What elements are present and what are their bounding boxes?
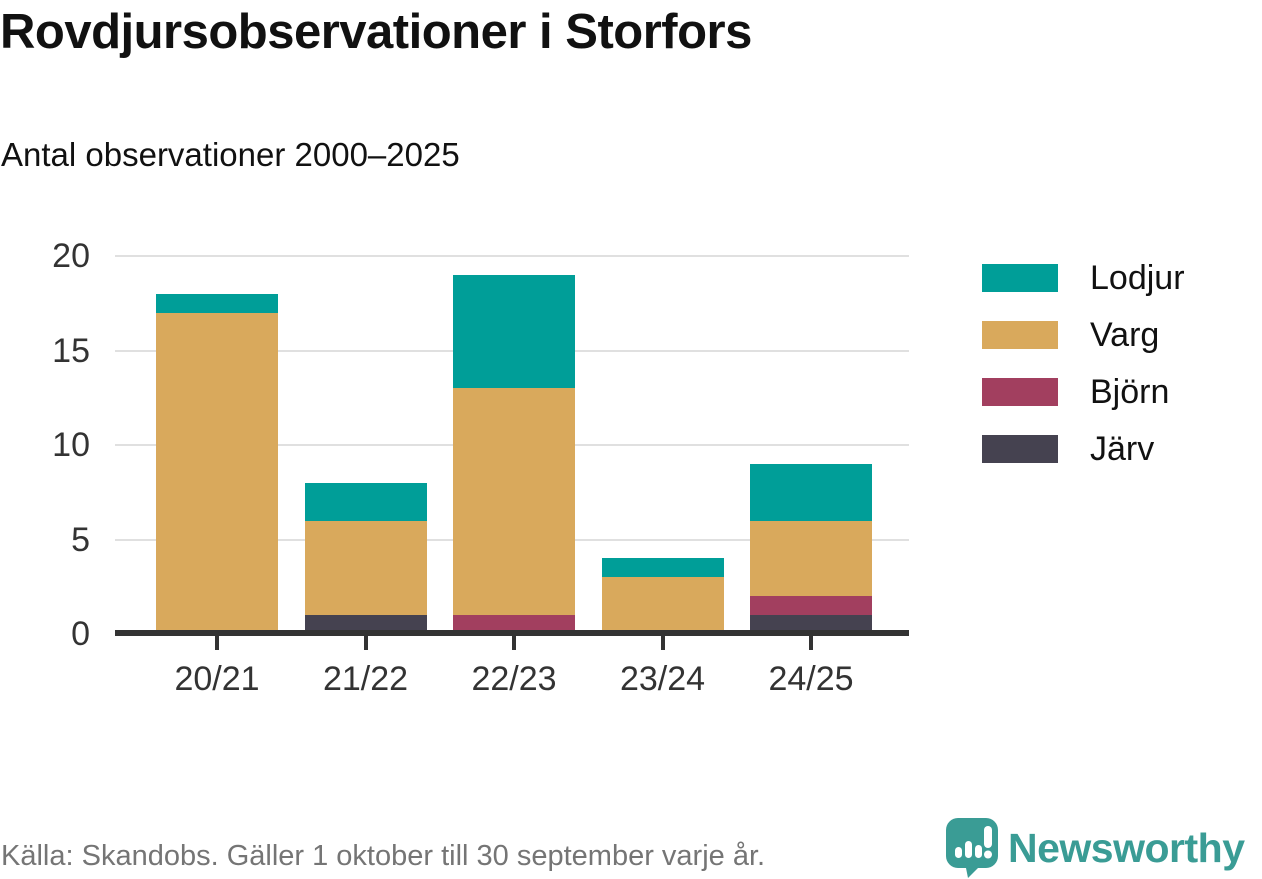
x-tick-24/25 <box>809 636 813 650</box>
y-axis-label-15: 15 <box>52 331 90 370</box>
source-note: Källa: Skandobs. Gäller 1 oktober till 3… <box>1 840 766 872</box>
legend-label-varg: Varg <box>1090 315 1160 354</box>
legend-row-järv: Järv <box>982 427 1154 471</box>
x-axis-label-22/23: 22/23 <box>471 660 557 698</box>
legend-label-lodjur: Lodjur <box>1090 258 1185 297</box>
y-axis-label-10: 10 <box>52 426 90 464</box>
x-axis-label-24/25: 24/25 <box>768 660 854 698</box>
bar-segment-22/23-lodjur <box>453 274 575 389</box>
legend-row-lodjur: Lodjur <box>982 256 1185 300</box>
x-tick-20/21 <box>215 636 219 650</box>
bar-segment-23/24-varg <box>601 577 724 634</box>
bar-segment-20/21-lodjur <box>156 293 278 313</box>
legend-swatch-varg <box>982 321 1058 349</box>
legend-row-varg: Varg <box>982 313 1159 357</box>
bar-segment-21/22-lodjur <box>304 482 427 521</box>
bar-segment-21/22-järv <box>304 615 427 634</box>
gridline-20 <box>115 255 909 257</box>
x-axis-label-20/21: 20/21 <box>174 660 260 698</box>
legend-swatch-järv <box>982 435 1058 463</box>
x-axis-line <box>115 630 909 636</box>
bar-segment-24/25-varg <box>750 520 872 597</box>
y-axis-label-5: 5 <box>71 520 90 559</box>
brand-name: Newsworthy <box>1008 824 1245 871</box>
bar-segment-22/23-varg <box>453 388 575 616</box>
brand-block: Newsworthy <box>946 818 1245 878</box>
legend-label-järv: Järv <box>1090 429 1155 468</box>
x-axis-label-21/22: 21/22 <box>322 660 409 698</box>
x-axis-label-23/24: 23/24 <box>619 660 706 698</box>
x-tick-23/24 <box>660 636 665 650</box>
chart-title: Rovdjursobservationer i Storfors <box>0 5 752 59</box>
x-tick-21/22 <box>363 636 368 650</box>
bar-segment-24/25-lodjur <box>750 463 872 521</box>
bar-segment-21/22-varg <box>304 520 427 616</box>
x-tick-22/23 <box>512 636 516 650</box>
bar-segment-20/21-varg <box>156 312 278 634</box>
legend-swatch-björn <box>982 378 1058 406</box>
y-axis-label-0: 0 <box>71 615 90 653</box>
legend-row-björn: Björn <box>982 370 1169 414</box>
newsworthy-logo-icon <box>946 818 998 878</box>
chart-subtitle: Antal observationer 2000–2025 <box>1 136 460 173</box>
legend-swatch-lodjur <box>982 264 1058 292</box>
bar-segment-22/23-björn <box>453 615 575 634</box>
bar-segment-23/24-lodjur <box>601 558 724 578</box>
bar-segment-24/25-björn <box>750 596 872 616</box>
y-axis-label-20: 20 <box>52 237 90 275</box>
legend-label-björn: Björn <box>1090 372 1170 411</box>
bar-segment-24/25-järv <box>750 615 872 634</box>
